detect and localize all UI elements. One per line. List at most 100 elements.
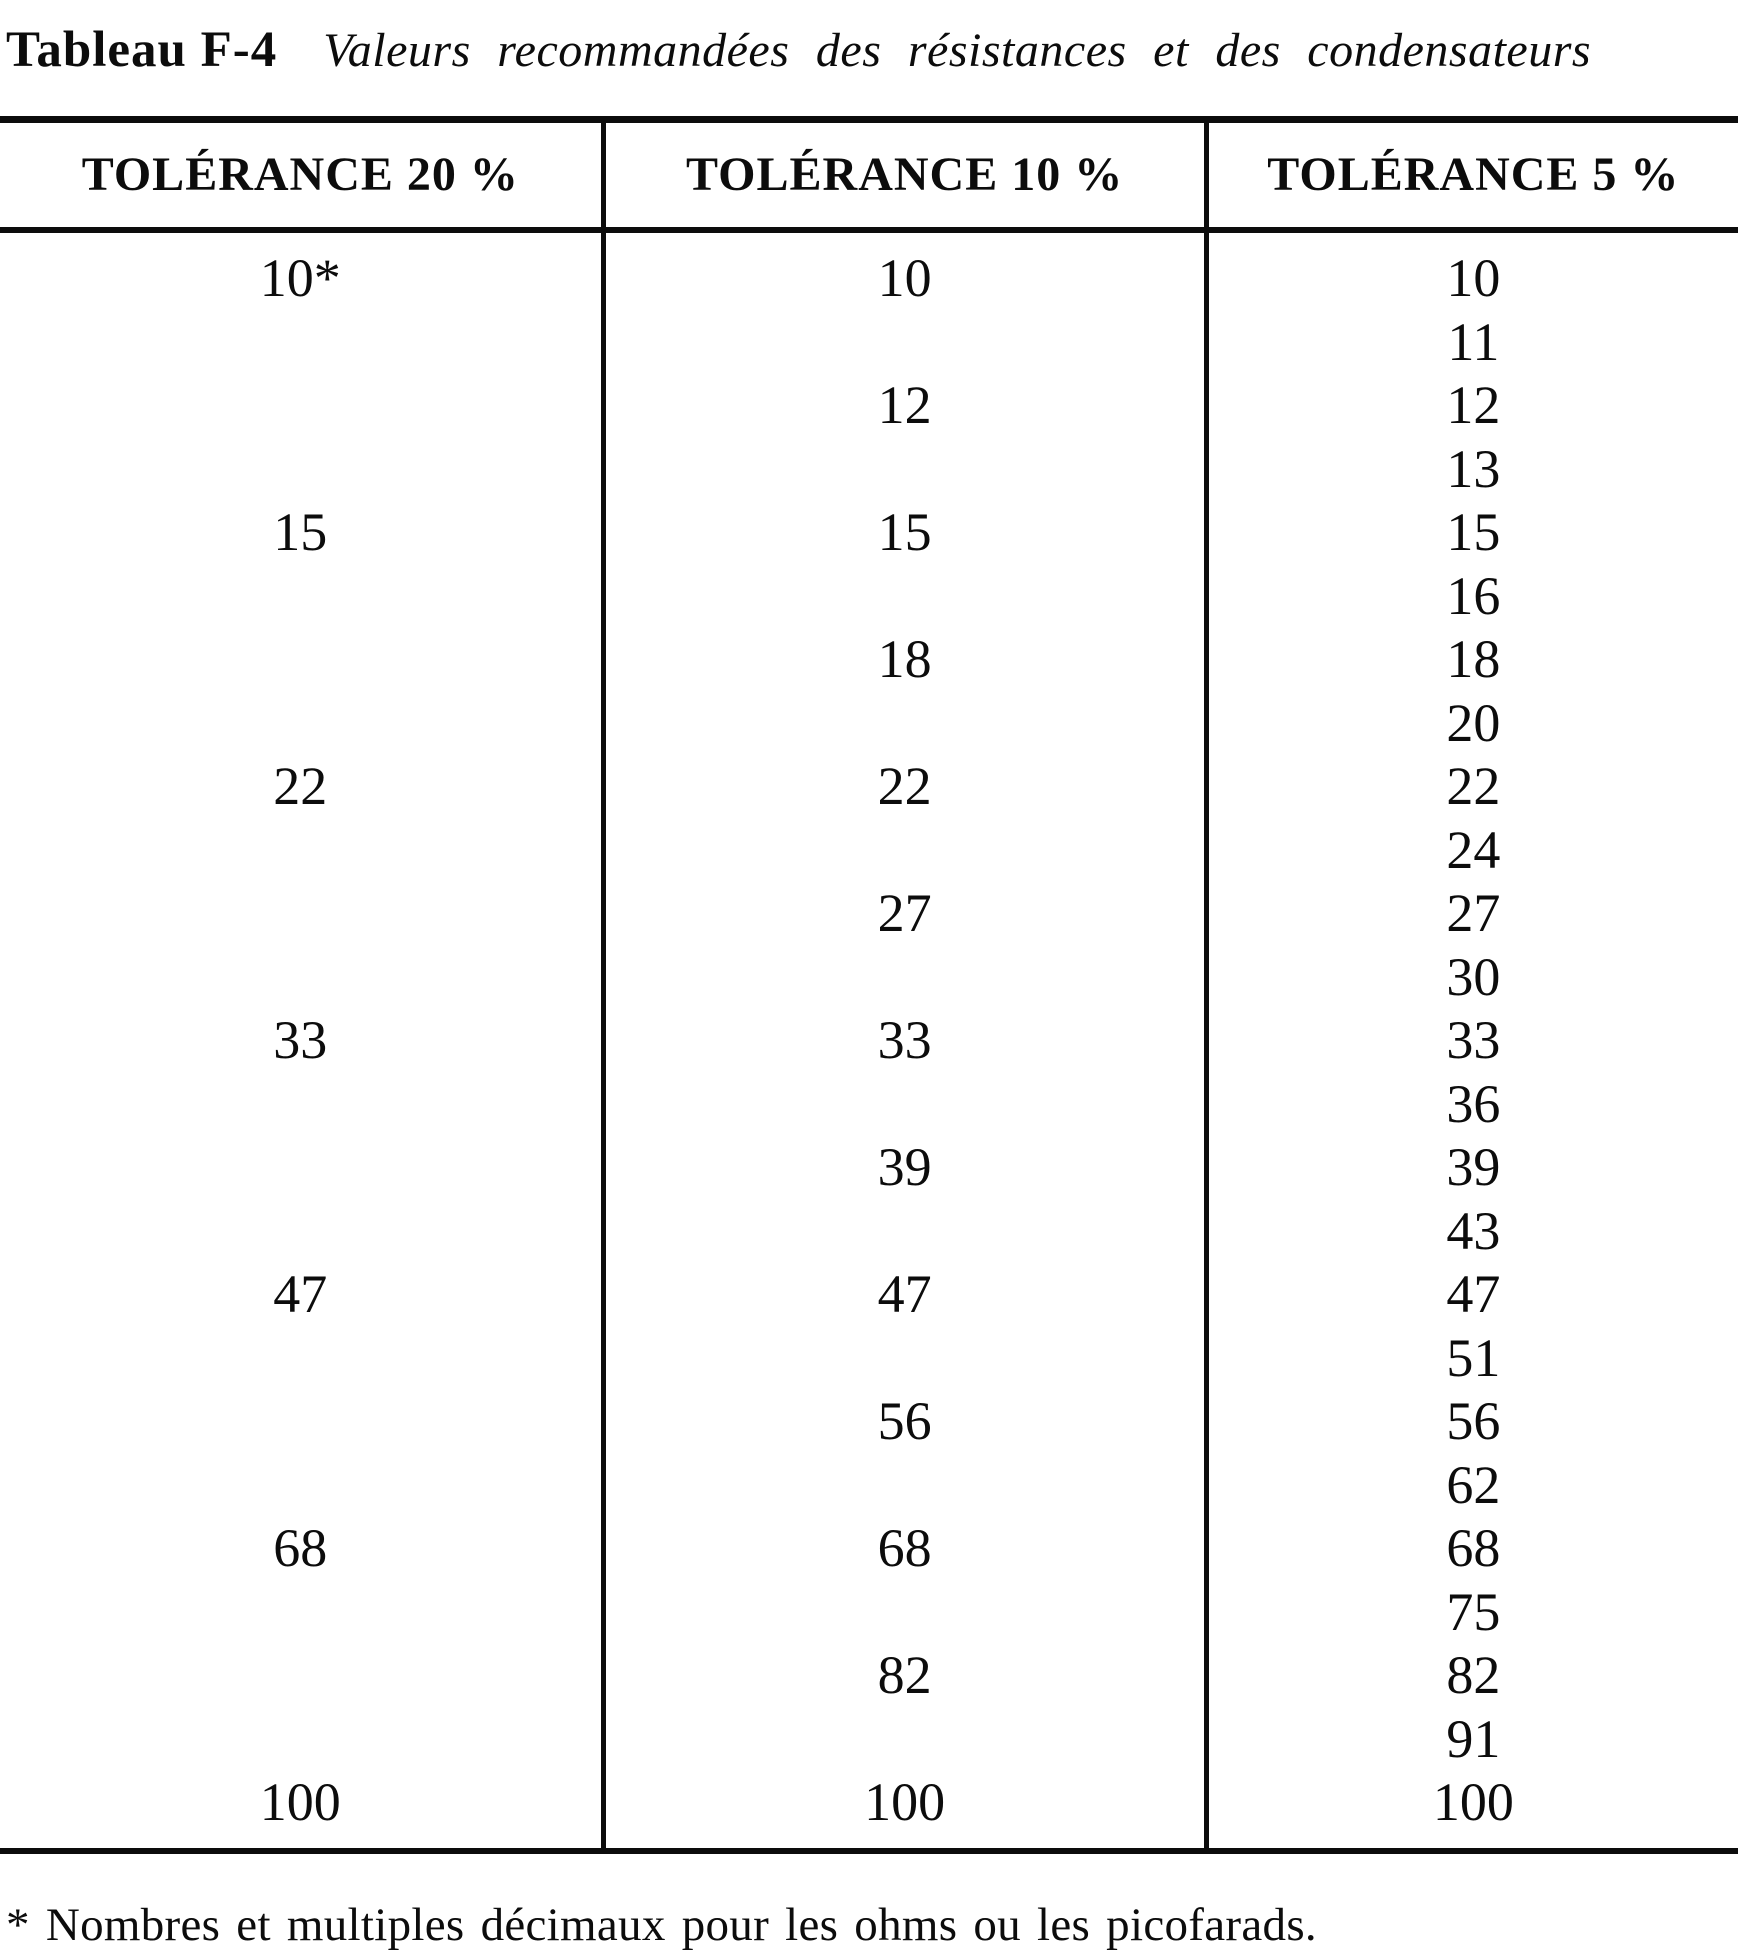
value-cell-col1 — [0, 1707, 606, 1771]
value-cell-col1: 10* — [0, 229, 606, 310]
table-row: 91 — [0, 1707, 1738, 1771]
table-row: 12 12 — [0, 373, 1738, 437]
value-cell-col1: 22 — [0, 754, 606, 818]
value-cell-col1 — [0, 691, 606, 755]
value-cell-col3: 18 — [1446, 629, 1501, 690]
value-cell-col2: 39 — [603, 1135, 1209, 1199]
value-cell-col2 — [603, 437, 1209, 501]
table-row: 68 68 68 — [0, 1516, 1738, 1580]
table-title-label: Tableau F-4 — [6, 22, 278, 78]
value-cell-col3: 62 — [1446, 1454, 1501, 1515]
value-cell-col3: 13 — [1446, 438, 1501, 499]
value-cell-col2: 100 — [603, 1770, 1209, 1854]
value-cell-col2: 22 — [603, 754, 1209, 818]
value-cell-col2 — [603, 818, 1209, 882]
table-row: 82 82 — [0, 1643, 1738, 1707]
value-cell-col1 — [0, 1389, 606, 1453]
value-cell-col1 — [0, 1326, 606, 1390]
value-cell-col3: 75 — [1446, 1581, 1501, 1642]
value-cell-col1 — [0, 1072, 606, 1136]
value-cell-col3: 15 — [1446, 502, 1501, 563]
table-row: 30 — [0, 945, 1738, 1009]
value-cell-col3: 33 — [1446, 1010, 1501, 1071]
table-row: 47 47 47 — [0, 1262, 1738, 1326]
value-cell-col2: 56 — [603, 1389, 1209, 1453]
value-cell-col1: 100 — [0, 1770, 606, 1854]
header-cell-tolerance-20: TOLÉRANCE 20 % — [0, 116, 606, 233]
value-cell-col1 — [0, 945, 606, 1009]
value-cell-col3: 43 — [1446, 1200, 1501, 1261]
table-row: 13 — [0, 437, 1738, 501]
value-cell-col2 — [603, 1707, 1209, 1771]
table-body: 10* 10 10 11 12 12 13 15 15 15 16 18 18 20 22 22 22 24 27 2… — [0, 229, 1738, 1854]
footnote: * Nombres et multiples décimaux pour les… — [6, 1899, 1317, 1951]
value-cell-col1 — [0, 310, 606, 374]
scanned-document-page: Tableau F-4 Valeurs recommandées des rési… — [0, 14, 1738, 1955]
table-row: 16 — [0, 564, 1738, 628]
table-row: 56 56 — [0, 1389, 1738, 1453]
value-cell-col3: 51 — [1446, 1327, 1501, 1388]
table-row: 18 18 — [0, 627, 1738, 691]
value-cell-col1: 47 — [0, 1262, 606, 1326]
value-cell-col2 — [603, 1580, 1209, 1644]
table-row: 36 — [0, 1072, 1738, 1136]
value-cell-col3: 20 — [1446, 692, 1501, 753]
table-row: 75 — [0, 1580, 1738, 1644]
value-cell-col1: 15 — [0, 500, 606, 564]
value-cell-col1 — [0, 1453, 606, 1517]
value-cell-col3: 91 — [1446, 1708, 1501, 1769]
value-cell-col1 — [0, 564, 606, 628]
tolerance-values-table: TOLÉRANCE 20 % TOLÉRANCE 10 % TOLÉRANCE … — [0, 116, 1738, 1854]
value-cell-col1 — [0, 1643, 606, 1707]
value-cell-col2 — [603, 945, 1209, 1009]
value-cell-col2: 12 — [603, 373, 1209, 437]
value-cell-col3: 30 — [1446, 946, 1501, 1007]
table-row: 11 — [0, 310, 1738, 374]
value-cell-col3: 39 — [1446, 1137, 1501, 1198]
value-cell-col2: 15 — [603, 500, 1209, 564]
value-cell-col2 — [603, 1453, 1209, 1517]
value-cell-col2 — [603, 1326, 1209, 1390]
value-cell-col3: 47 — [1446, 1264, 1501, 1325]
value-cell-col3: 68 — [1446, 1518, 1501, 1579]
value-cell-col3: 27 — [1446, 883, 1501, 944]
value-cell-col3: 82 — [1446, 1645, 1501, 1706]
table-row: 27 27 — [0, 881, 1738, 945]
value-cell-col2: 18 — [603, 627, 1209, 691]
value-cell-col3: 11 — [1447, 311, 1500, 372]
value-cell-col3: 10 — [1446, 248, 1501, 309]
value-cell-col2: 10 — [603, 229, 1209, 310]
value-cell-col2: 82 — [603, 1643, 1209, 1707]
value-cell-col1 — [0, 1580, 606, 1644]
table-row: 10* 10 10 — [0, 229, 1738, 310]
value-cell-col1: 68 — [0, 1516, 606, 1580]
value-cell-col1 — [0, 627, 606, 691]
value-cell-col1: 33 — [0, 1008, 606, 1072]
value-cell-col1 — [0, 437, 606, 501]
value-cell-col2 — [603, 691, 1209, 755]
value-cell-col2 — [603, 1072, 1209, 1136]
value-cell-col3: 24 — [1446, 819, 1501, 880]
value-cell-col2: 47 — [603, 1262, 1209, 1326]
value-cell-col2: 27 — [603, 881, 1209, 945]
value-cell-col3: 12 — [1446, 375, 1501, 436]
table-title-caption: Valeurs recommandées des résistances et … — [323, 24, 1592, 77]
value-cell-col3: 56 — [1446, 1391, 1501, 1452]
table-row: 62 — [0, 1453, 1738, 1517]
header-cell-tolerance-5: TOLÉRANCE 5 % — [1206, 116, 1738, 233]
table-row: 20 — [0, 691, 1738, 755]
value-cell-col3: 36 — [1446, 1073, 1501, 1134]
table-row: 24 — [0, 818, 1738, 882]
value-cell-col1 — [0, 881, 606, 945]
value-cell-col3: 16 — [1446, 565, 1501, 626]
value-cell-col1 — [0, 373, 606, 437]
table-row: 39 39 — [0, 1135, 1738, 1199]
value-cell-col1 — [0, 1199, 606, 1263]
table-header-row: TOLÉRANCE 20 % TOLÉRANCE 10 % TOLÉRANCE … — [0, 116, 1738, 233]
header-cell-tolerance-10: TOLÉRANCE 10 % — [603, 116, 1209, 233]
value-cell-col3: 22 — [1446, 756, 1501, 817]
table-row: 22 22 22 — [0, 754, 1738, 818]
value-cell-col3: 100 — [1206, 1770, 1738, 1854]
value-cell-col2 — [603, 310, 1209, 374]
table-row: 15 15 15 — [0, 500, 1738, 564]
